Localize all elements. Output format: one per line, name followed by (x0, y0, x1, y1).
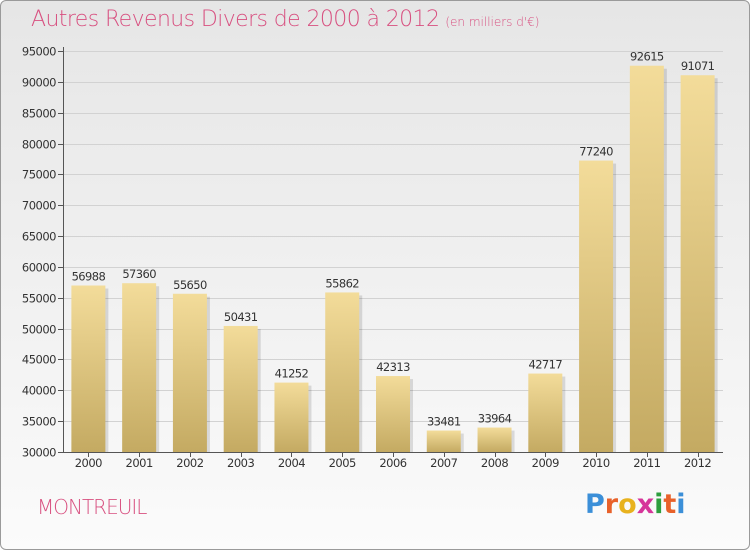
x-tick-label: 2010 (582, 456, 609, 470)
y-tick-label: 80000 (22, 138, 56, 152)
bar-value-label: 50431 (224, 310, 258, 324)
x-tick-label: 2005 (329, 456, 356, 470)
x-tick-label: 2000 (75, 456, 102, 470)
bar-value-label: 56988 (72, 270, 106, 284)
chart-title-text: Autres Revenus Divers de 2000 à 2012 (31, 7, 440, 32)
bar-value-label: 42313 (376, 360, 410, 374)
y-tick-label: 85000 (22, 107, 56, 121)
bar (71, 285, 106, 452)
logo-letter: i (676, 489, 686, 520)
x-tick-label: 2003 (227, 456, 254, 470)
x-tick-label: 2006 (379, 456, 406, 470)
x-tick-label: 2012 (684, 456, 711, 470)
y-tick-label: 40000 (22, 384, 56, 398)
bar-chart: 30000 35000 40000 45000 50000 55000 60000 65000… (22, 45, 723, 471)
x-tick-label: 2008 (481, 456, 508, 470)
logo-letter: x (636, 489, 655, 520)
chart-subtitle: (en milliers d'€) (445, 15, 540, 29)
bar (477, 427, 512, 452)
bar-value-label: 91071 (681, 59, 715, 73)
x-tick-label: 2001 (126, 456, 153, 470)
labels-group: 30000 35000 40000 45000 50000 55000 60000 65000… (22, 45, 715, 471)
bar-value-label: 92615 (630, 50, 664, 64)
bar-value-label: 55862 (325, 276, 359, 290)
y-tick-label: 30000 (22, 446, 56, 460)
bars-group (71, 65, 718, 453)
x-tick-label: 2011 (633, 456, 660, 470)
y-tick-label: 95000 (22, 45, 56, 59)
bar (629, 65, 664, 452)
x-tick-label: 2007 (430, 456, 457, 470)
logo-letter: r (604, 489, 619, 520)
bar (528, 373, 563, 452)
bar (426, 430, 461, 452)
logo-letter: t (663, 489, 677, 520)
y-tick-label: 70000 (22, 199, 56, 213)
bar (579, 160, 614, 452)
chart-title: Autres Revenus Divers de 2000 à 2012 (en … (31, 7, 539, 32)
bar (680, 75, 715, 453)
y-tick-label: 75000 (22, 168, 56, 182)
y-tick-label: 50000 (22, 323, 56, 337)
y-tick-label: 60000 (22, 261, 56, 275)
y-tick-label: 65000 (22, 230, 56, 244)
bar (122, 283, 157, 452)
logo-letter: o (618, 489, 637, 520)
y-tick-label: 45000 (22, 353, 56, 367)
bar-value-label: 33964 (478, 412, 512, 426)
axes-group (58, 47, 723, 457)
x-tick-label: 2002 (176, 456, 203, 470)
bar-value-label: 33481 (427, 415, 461, 429)
bar-value-label: 77240 (579, 145, 613, 159)
x-tick-label: 2009 (532, 456, 559, 470)
x-tick-label: 2004 (278, 456, 305, 470)
logo-letter: i (654, 489, 664, 520)
bar-value-label: 41252 (275, 367, 309, 381)
proxiti-logo[interactable]: Proxiti (585, 489, 686, 520)
bar-value-label: 55650 (173, 278, 207, 292)
bar (172, 293, 207, 452)
city-name: MONTREUIL (37, 495, 147, 519)
y-tick-label: 35000 (22, 415, 56, 429)
bar (223, 325, 258, 452)
bar (376, 376, 410, 452)
y-tick-label: 90000 (22, 76, 56, 90)
bar-value-label: 42717 (529, 358, 563, 372)
bar (274, 382, 309, 452)
bar (325, 292, 360, 452)
logo-letter: P (585, 489, 605, 520)
y-tick-label: 55000 (22, 292, 56, 306)
bar-value-label: 57360 (122, 267, 156, 281)
